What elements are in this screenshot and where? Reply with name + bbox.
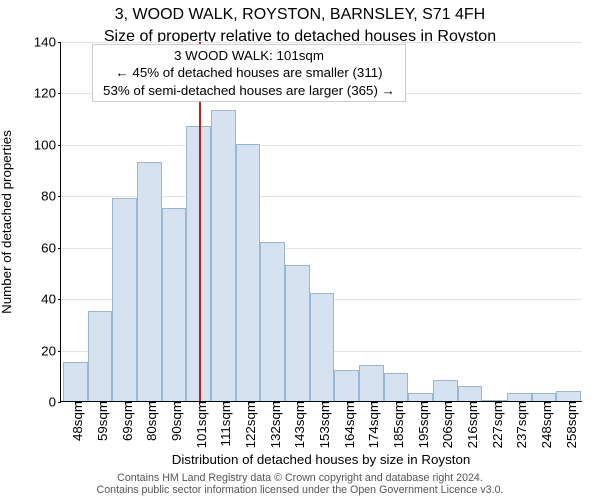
bar bbox=[310, 293, 335, 401]
x-tick-label: 143sqm bbox=[287, 401, 307, 448]
bar bbox=[359, 365, 384, 401]
y-tick-label: 0 bbox=[49, 395, 61, 410]
bar bbox=[88, 311, 113, 401]
y-tick-label: 60 bbox=[41, 240, 61, 255]
chart-title-block: 3, WOOD WALK, ROYSTON, BARNSLEY, S71 4FH… bbox=[0, 0, 600, 47]
chart-title-line-1: 3, WOOD WALK, ROYSTON, BARNSLEY, S71 4FH bbox=[0, 4, 600, 26]
bar bbox=[112, 198, 137, 401]
bar bbox=[384, 373, 409, 401]
bar bbox=[63, 362, 88, 401]
x-tick-label: 174sqm bbox=[361, 401, 381, 448]
gridline bbox=[61, 42, 582, 43]
bar bbox=[211, 110, 236, 401]
bar bbox=[285, 265, 310, 401]
bar bbox=[433, 380, 458, 401]
bar bbox=[236, 144, 261, 401]
x-tick-label: 122sqm bbox=[238, 401, 258, 448]
bar bbox=[260, 242, 285, 401]
annotation-box: 3 WOOD WALK: 101sqm ← 45% of detached ho… bbox=[92, 44, 406, 102]
bar bbox=[507, 393, 532, 401]
x-tick-label: 195sqm bbox=[411, 401, 431, 448]
x-tick-label: 101sqm bbox=[189, 401, 209, 448]
y-tick-label: 140 bbox=[34, 35, 61, 50]
x-tick-label: 90sqm bbox=[164, 401, 184, 441]
bar bbox=[137, 162, 162, 401]
x-tick-label: 185sqm bbox=[386, 401, 406, 448]
x-tick-label: 153sqm bbox=[312, 401, 332, 448]
footer-line-1: Contains HM Land Registry data © Crown c… bbox=[0, 472, 600, 484]
x-tick-label: 164sqm bbox=[337, 401, 357, 448]
x-tick-label: 227sqm bbox=[485, 401, 505, 448]
x-tick-label: 216sqm bbox=[460, 401, 480, 448]
annotation-line-1: 3 WOOD WALK: 101sqm bbox=[99, 47, 399, 64]
y-tick-label: 40 bbox=[41, 292, 61, 307]
x-tick-label: 206sqm bbox=[435, 401, 455, 448]
y-tick-label: 120 bbox=[34, 86, 61, 101]
x-tick-label: 248sqm bbox=[534, 401, 554, 448]
y-tick-label: 100 bbox=[34, 137, 61, 152]
footer-text: Contains HM Land Registry data © Crown c… bbox=[0, 472, 600, 496]
bar bbox=[458, 386, 483, 401]
x-tick-label: 111sqm bbox=[213, 401, 233, 446]
x-tick-label: 59sqm bbox=[90, 401, 110, 441]
x-tick-label: 69sqm bbox=[115, 401, 135, 441]
y-tick-label: 20 bbox=[41, 343, 61, 358]
bar bbox=[532, 393, 557, 401]
bar bbox=[556, 391, 581, 401]
bar bbox=[162, 208, 187, 401]
annotation-line-2: ← 45% of detached houses are smaller (31… bbox=[99, 64, 399, 81]
x-tick-label: 237sqm bbox=[509, 401, 529, 448]
x-tick-label: 80sqm bbox=[139, 401, 159, 441]
x-axis-title: Distribution of detached houses by size … bbox=[60, 452, 582, 467]
x-tick-label: 258sqm bbox=[559, 401, 579, 448]
y-tick-label: 80 bbox=[41, 189, 61, 204]
footer-line-2: Contains public sector information licen… bbox=[0, 484, 600, 496]
bar bbox=[334, 370, 359, 401]
x-tick-label: 132sqm bbox=[263, 401, 283, 448]
gridline bbox=[61, 145, 582, 146]
y-axis-title: Number of detached properties bbox=[0, 130, 14, 314]
x-tick-label: 48sqm bbox=[65, 401, 85, 441]
bar bbox=[408, 393, 433, 401]
annotation-line-3: 53% of semi-detached houses are larger (… bbox=[99, 82, 399, 99]
